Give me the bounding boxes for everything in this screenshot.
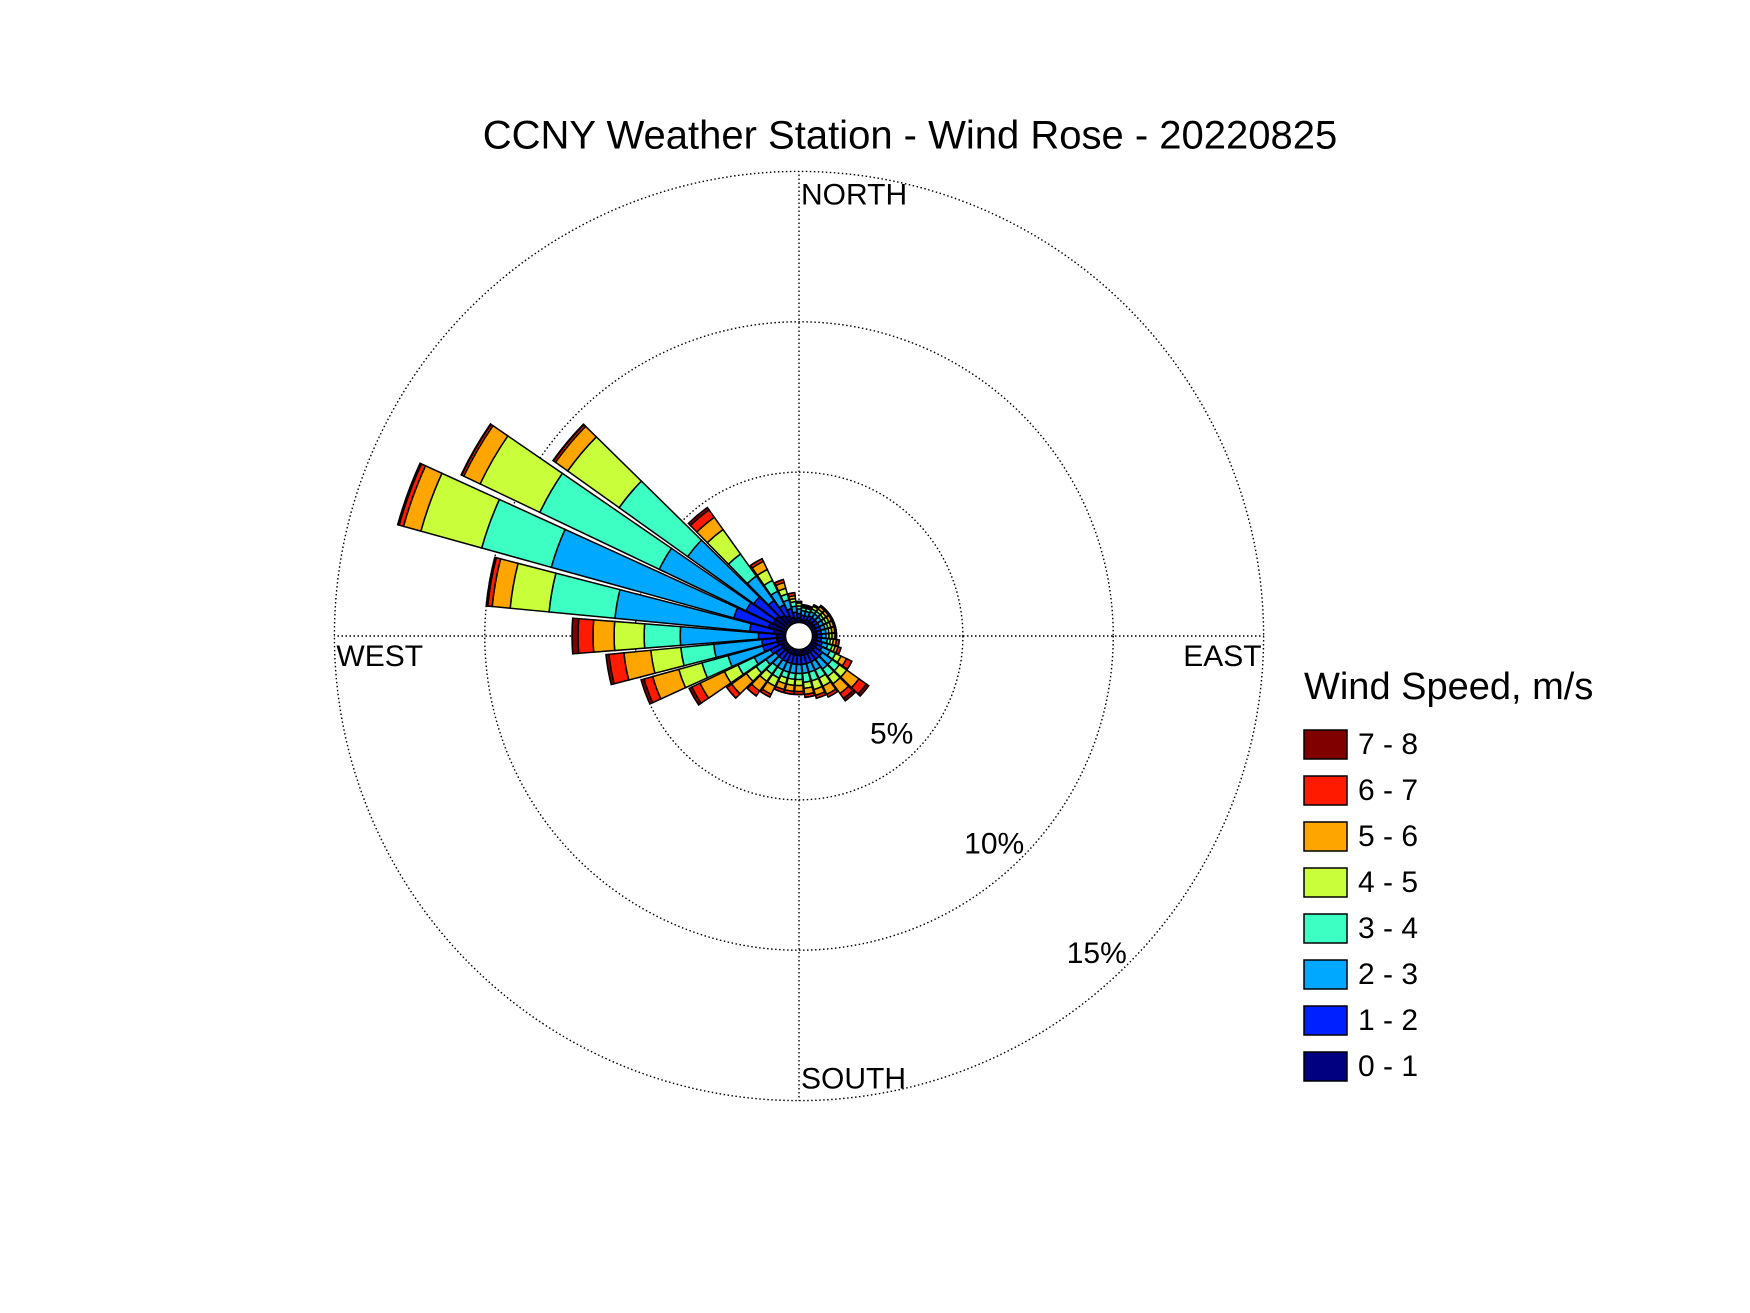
sector-segment: [396, 462, 423, 527]
legend-swatch: [1303, 913, 1348, 944]
sector-segment: [688, 686, 703, 707]
legend-title: Wind Speed, m/s: [1304, 666, 1593, 708]
legend-swatch: [1303, 775, 1348, 806]
sector-segment: [460, 422, 493, 477]
sector-segment: [613, 620, 646, 652]
r-tick-label: 5%: [870, 717, 913, 750]
sector-segment: [485, 556, 498, 607]
legend-label: 7 - 8: [1358, 728, 1418, 761]
sector-segment: [687, 506, 711, 527]
sector-segment: [795, 663, 803, 675]
sector-segment: [794, 672, 804, 681]
legend-label: 4 - 5: [1358, 866, 1418, 899]
r-tick-label: 10%: [964, 827, 1024, 860]
legend-swatch: [1303, 1051, 1348, 1082]
legend-swatch: [1303, 959, 1348, 990]
sector-segment: [774, 578, 784, 584]
chart-title: CCNY Weather Station - Wind Rose - 20220…: [483, 114, 1338, 158]
legend-label: 3 - 4: [1358, 912, 1418, 945]
sector-segment: [793, 684, 805, 693]
sector-segment: [551, 423, 585, 462]
sector-segment: [605, 653, 616, 686]
legend-swatch: [1303, 867, 1348, 898]
legend-swatch: [1303, 729, 1348, 760]
sector-segment: [801, 603, 808, 607]
sector-segment: [643, 623, 682, 649]
legend-label: 6 - 7: [1358, 774, 1418, 807]
legend-label: 1 - 2: [1358, 1004, 1418, 1037]
legend-label: 0 - 1: [1358, 1050, 1418, 1083]
sector-segment: [846, 660, 853, 670]
sector-segment: [856, 682, 870, 698]
sector-segment: [746, 687, 757, 697]
sector-segment: [774, 688, 784, 694]
legend-swatch: [1303, 1005, 1348, 1036]
sector-segment: [842, 689, 856, 702]
grid-circle: [484, 321, 1114, 951]
center-hole: [784, 621, 814, 651]
direction-label: SOUTH: [801, 1063, 906, 1096]
legend-label: 5 - 6: [1358, 820, 1418, 853]
grid-circle: [634, 471, 964, 801]
sector-segment: [794, 678, 804, 687]
sector-segment: [577, 617, 595, 655]
sector-segment: [592, 619, 616, 653]
sector-segment: [804, 694, 815, 699]
sector-segment: [640, 678, 654, 705]
legend-label: 2 - 3: [1358, 958, 1418, 991]
sector-segment: [726, 687, 737, 699]
r-tick-label: 15%: [1067, 937, 1127, 970]
legend-swatch: [1303, 821, 1348, 852]
direction-label: EAST: [1183, 640, 1261, 673]
sector-segment: [571, 617, 580, 655]
direction-label: WEST: [336, 640, 423, 673]
direction-label: NORTH: [801, 178, 907, 211]
